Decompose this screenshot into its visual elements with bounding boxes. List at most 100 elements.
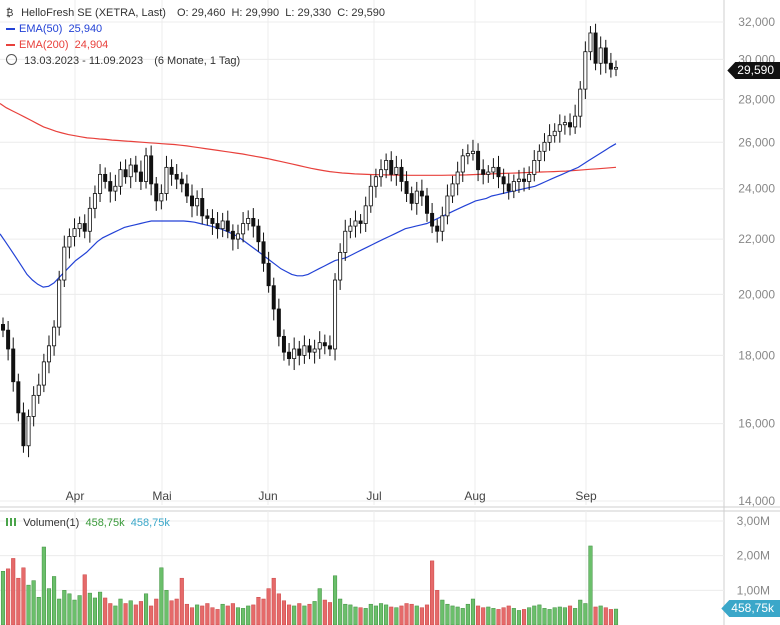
volume-bar (41, 546, 46, 625)
volume-bar (133, 604, 138, 625)
volume-bar (220, 603, 225, 625)
candle-body (537, 150, 542, 161)
candle-body (327, 345, 332, 350)
volume-bar (511, 608, 516, 625)
volume-bar (46, 588, 52, 625)
candle-body (430, 212, 435, 227)
candle-body (373, 176, 378, 187)
x-tick-label: Sep (575, 489, 597, 503)
volume-bar (608, 609, 613, 625)
volume-bar (593, 606, 598, 625)
candle-body (128, 164, 133, 178)
volume-bar (338, 598, 343, 625)
volume-bar (266, 588, 271, 625)
candle-body (338, 252, 343, 281)
candle-body (307, 345, 312, 353)
volume-bar (230, 603, 235, 625)
candle-body (266, 262, 271, 287)
volume-bar (373, 605, 378, 625)
volume-bar (440, 599, 445, 625)
volume-bar (567, 605, 573, 625)
volume-bar (57, 598, 62, 625)
candle-body (235, 233, 240, 240)
volume-bar (271, 577, 276, 625)
ema200-legend: EMA(200) 24,904 (6, 38, 108, 52)
candle-body (506, 183, 511, 192)
candle-body (435, 225, 440, 232)
volume-bar (332, 575, 338, 625)
open-value: O: 29,460 (177, 7, 226, 19)
volume-bar (317, 588, 322, 625)
volume-bar (77, 595, 82, 625)
candle-body (52, 326, 57, 347)
volume-bar (450, 605, 455, 625)
candle-body (343, 230, 348, 253)
volume-bar (225, 605, 230, 625)
candle-body (200, 198, 205, 217)
volume-bar (16, 577, 21, 625)
volume-bar (62, 590, 67, 625)
candle-body (31, 394, 36, 417)
candle-body (424, 195, 429, 214)
volume-bar (72, 599, 77, 625)
ema200-label: EMA(200) (19, 39, 69, 51)
volume-bar (143, 593, 149, 625)
candle-body (92, 193, 97, 209)
volume-bar (358, 607, 363, 625)
ema50-legend: EMA(50) 25,940 (6, 22, 102, 36)
volume-bar (598, 605, 603, 625)
volume-bar (246, 605, 251, 625)
volume-bar (113, 605, 118, 625)
candle-body (57, 279, 62, 328)
volume-bar (210, 607, 215, 625)
candle-body (21, 412, 26, 447)
candle-body (72, 228, 77, 237)
volume-bar (307, 603, 312, 625)
candle-body (593, 32, 598, 64)
volume-icon (6, 518, 16, 526)
volume-bar (522, 609, 527, 625)
candle-body (542, 141, 547, 152)
y-tick-label: 16,000 (738, 417, 775, 431)
candle-body (578, 88, 583, 117)
volume-bar (287, 604, 292, 625)
period: (6 Monate, 1 Tag) (154, 55, 241, 67)
candle-body (190, 195, 195, 207)
volume-bar (419, 607, 424, 625)
candle-body (230, 230, 235, 240)
volume-bar (159, 567, 164, 625)
range-legend: 13.03.2023 - 11.09.2023 (6 Monate, 1 Tag… (6, 54, 240, 68)
candle-body (317, 342, 322, 350)
x-tick-label: Jul (366, 489, 381, 503)
volume-bar (92, 597, 98, 625)
volume-bar (481, 607, 486, 625)
volume-bar (189, 607, 195, 625)
candle-body (440, 215, 445, 232)
candle-body (67, 236, 72, 248)
volume-bar (343, 603, 348, 625)
volume-bar (394, 607, 399, 625)
candle-body (322, 342, 327, 347)
x-tick-label: Jun (258, 489, 277, 503)
candle-body (562, 122, 567, 126)
candle-body (481, 169, 486, 175)
volume-bar (215, 609, 220, 625)
volume-bar (179, 577, 184, 625)
volume-bar (200, 605, 205, 625)
candle-body (297, 348, 302, 356)
volume-bar (384, 604, 389, 625)
volume-bar (465, 603, 470, 625)
candle-body (41, 361, 46, 386)
y-tick-label: 14,000 (738, 494, 775, 508)
volume-bar (399, 605, 404, 625)
y-tick-label: 18,000 (738, 348, 775, 362)
volume-bar (82, 574, 87, 625)
candle-body (516, 178, 521, 182)
header-legend: ₿ HelloFresh SE (XETRA, Last) O: 29,460 … (6, 6, 385, 21)
volume-bar (460, 608, 465, 625)
candle-body (368, 185, 373, 207)
volume-bar (31, 580, 36, 625)
volume-bar (276, 593, 281, 625)
volume-bar (169, 600, 174, 625)
